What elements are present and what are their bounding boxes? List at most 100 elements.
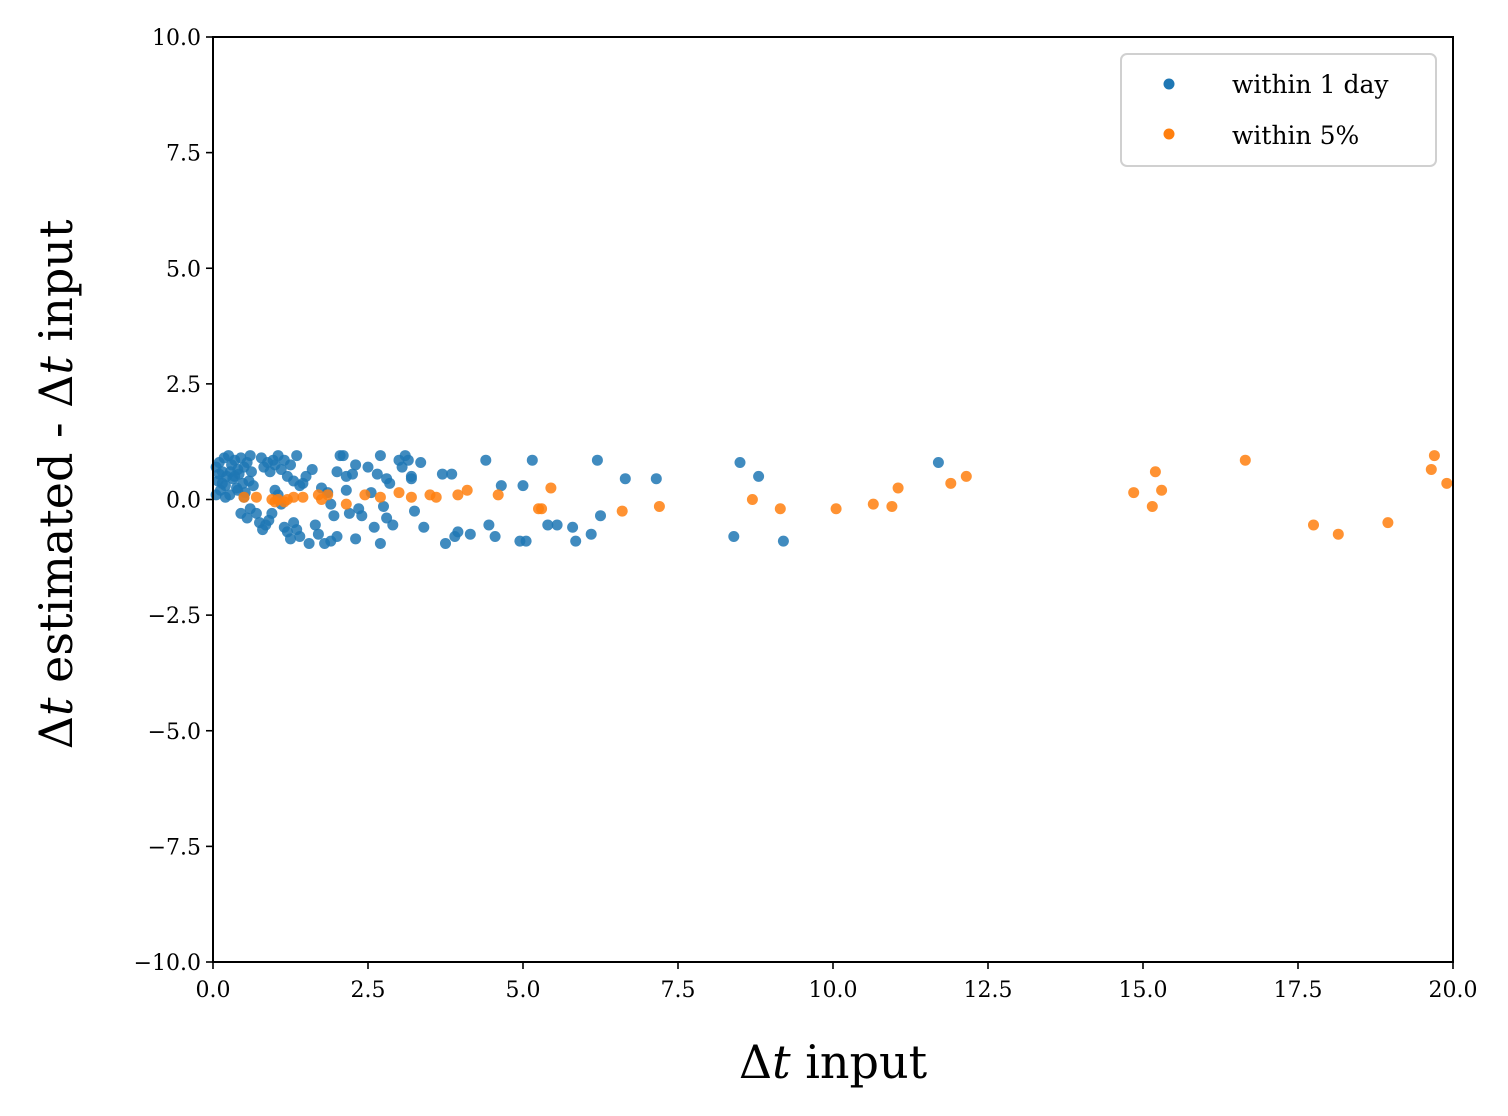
point-within-1-day <box>495 480 507 492</box>
y-tick-label: 7.5 <box>166 142 201 167</box>
point-within-1-day <box>489 531 501 542</box>
point-within-5-percent <box>1308 519 1319 531</box>
point-within-1-day <box>650 473 662 485</box>
point-within-5-percent <box>1239 454 1251 466</box>
x-axis-title-text: input <box>791 1035 928 1089</box>
point-within-1-day <box>213 468 225 480</box>
point-within-5-percent <box>1128 487 1140 499</box>
point-within-1-day <box>526 454 538 466</box>
point-within-1-day <box>328 510 340 522</box>
point-within-5-percent <box>1428 450 1440 462</box>
point-within-1-day <box>409 505 420 517</box>
point-within-5-percent <box>288 491 300 503</box>
point-within-5-percent <box>322 489 334 501</box>
point-within-5-percent <box>1149 466 1161 478</box>
point-within-1-day <box>331 531 343 542</box>
point-within-5-percent <box>960 470 972 482</box>
legend-label-within-1-day: within 1 day <box>1232 70 1389 99</box>
legend-marker-within-1-day <box>1163 78 1175 90</box>
point-within-1-day <box>591 454 603 466</box>
point-within-5-percent <box>238 491 250 503</box>
point-within-1-day <box>362 461 374 473</box>
point-within-5-percent <box>452 489 464 501</box>
point-within-1-day <box>418 521 430 533</box>
y-axis-title-var-1: t <box>29 697 83 716</box>
x-tick-label: 5.0 <box>506 978 541 1003</box>
point-within-1-day <box>337 450 349 462</box>
point-within-1-day <box>480 454 492 466</box>
point-within-5-percent <box>945 477 957 489</box>
point-within-1-day <box>517 480 529 492</box>
x-tick-label: 20.0 <box>1429 978 1478 1003</box>
y-tick-label: 0.0 <box>166 489 201 514</box>
y-tick-label: −5.0 <box>148 720 201 745</box>
point-within-1-day <box>350 459 362 471</box>
y-axis-title-var-2: t <box>29 356 83 375</box>
y-tick-label: 10.0 <box>152 26 201 51</box>
y-axis-title-delta-1: Δ <box>29 716 83 749</box>
point-within-1-day <box>241 512 253 524</box>
point-within-1-day <box>932 457 944 468</box>
point-within-1-day <box>331 466 343 478</box>
legend-box <box>1120 53 1437 167</box>
x-tick-label: 0.0 <box>196 978 231 1003</box>
point-within-5-percent <box>830 503 842 515</box>
x-tick-label: 15.0 <box>1119 978 1168 1003</box>
point-within-1-day <box>294 531 306 542</box>
point-within-1-day <box>325 498 337 510</box>
point-within-1-day <box>405 470 417 482</box>
point-within-1-day <box>368 521 380 533</box>
point-within-1-day <box>436 468 448 480</box>
point-within-1-day <box>734 457 746 468</box>
point-within-1-day <box>247 480 259 492</box>
point-within-5-percent <box>1382 517 1394 529</box>
point-within-5-percent <box>653 500 665 512</box>
y-axis-title-mid: estimated - <box>29 408 83 698</box>
x-tick-label: 17.5 <box>1274 978 1323 1003</box>
point-within-1-day <box>250 507 262 519</box>
point-within-5-percent <box>1156 484 1168 496</box>
point-within-5-percent <box>892 482 904 494</box>
point-within-1-day <box>350 533 362 545</box>
point-within-1-day <box>244 450 256 462</box>
y-tick-label: −10.0 <box>134 951 201 976</box>
point-within-1-day <box>520 535 532 547</box>
point-within-5-percent <box>616 505 628 517</box>
y-axis: 10.0 7.5 5.0 2.5 0.0 −2.5 −5.0 −7.5 −10.0 <box>134 26 213 976</box>
point-within-5-percent <box>250 491 262 503</box>
point-within-1-day <box>415 457 427 468</box>
point-within-1-day <box>216 477 228 489</box>
point-within-5-percent <box>886 500 898 512</box>
y-axis-title: Δt estimated - Δt input <box>29 176 83 823</box>
point-within-1-day <box>374 450 386 462</box>
point-within-1-day <box>402 454 414 466</box>
point-within-5-percent <box>746 494 758 505</box>
point-within-1-day <box>266 507 278 519</box>
point-within-1-day <box>777 535 789 547</box>
point-within-5-percent <box>774 503 786 515</box>
point-within-5-percent <box>545 482 557 494</box>
y-tick-label: −7.5 <box>148 835 201 860</box>
point-within-5-percent <box>430 491 442 503</box>
point-within-5-percent <box>1146 500 1158 512</box>
point-within-1-day <box>446 468 458 480</box>
point-within-1-day <box>542 519 554 531</box>
y-tick-label: 5.0 <box>166 257 201 282</box>
point-within-5-percent <box>405 491 417 503</box>
legend-marker-within-5-percent <box>1163 128 1175 140</box>
point-within-1-day <box>245 466 257 478</box>
point-within-5-percent <box>393 487 405 499</box>
point-within-1-day <box>374 537 386 549</box>
point-within-1-day <box>356 510 368 522</box>
x-axis-title: Δt input <box>739 1035 928 1089</box>
x-tick-label: 2.5 <box>351 978 386 1003</box>
x-axis: 0.0 2.5 5.0 7.5 10.0 12.5 15.0 17.5 20.0 <box>196 962 1478 1003</box>
point-within-1-day <box>483 519 495 531</box>
point-within-1-day <box>371 468 383 480</box>
x-tick-label: 12.5 <box>964 978 1013 1003</box>
point-within-1-day <box>440 537 451 549</box>
points-layer <box>210 450 1453 549</box>
x-axis-title-var: t <box>772 1035 791 1089</box>
x-tick-label: 10.0 <box>809 978 858 1003</box>
